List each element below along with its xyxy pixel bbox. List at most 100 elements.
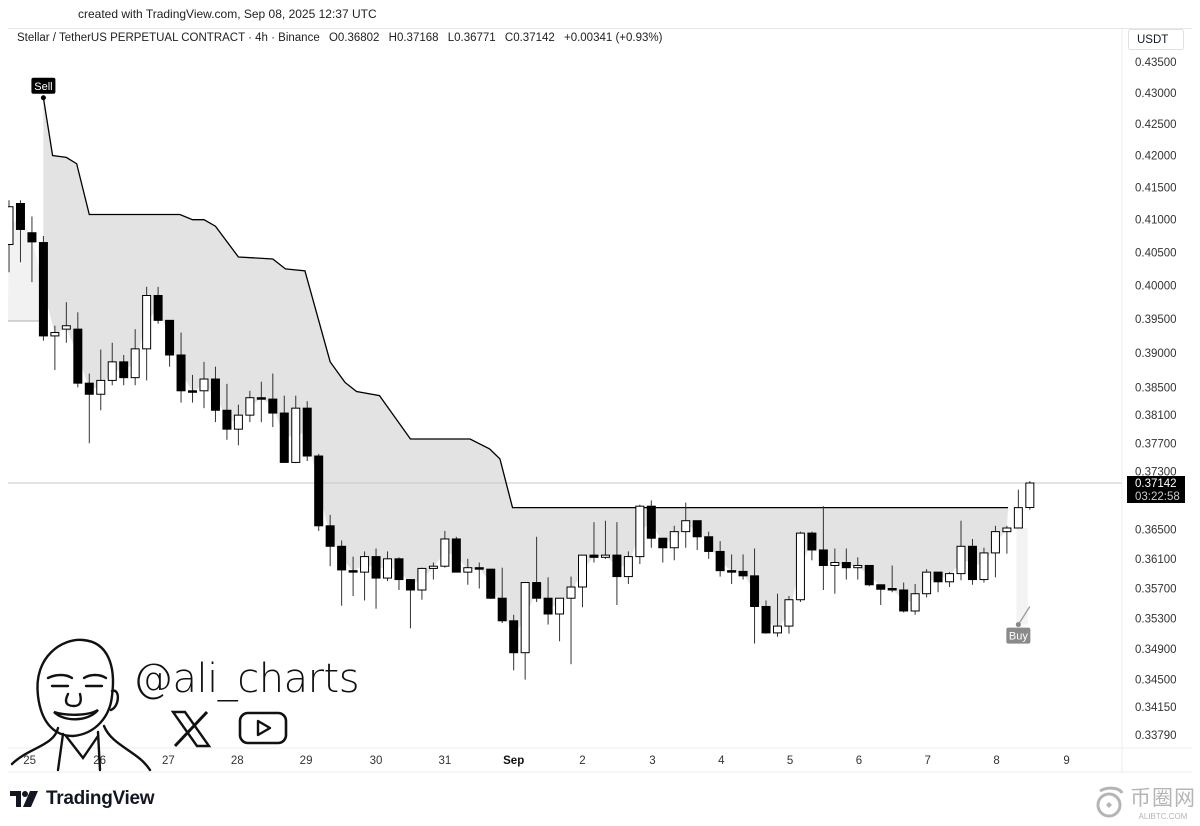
candle[interactable] [566, 576, 576, 665]
candle[interactable] [681, 502, 691, 548]
x-tick-label: 2 [579, 755, 585, 767]
candle[interactable] [497, 567, 507, 624]
candle[interactable] [795, 531, 805, 602]
candle[interactable] [658, 537, 668, 563]
candle[interactable] [841, 548, 851, 580]
candle[interactable] [899, 582, 909, 613]
candle[interactable] [864, 564, 874, 587]
candle[interactable] [555, 597, 565, 642]
candle[interactable] [394, 557, 404, 590]
candle[interactable] [876, 584, 886, 605]
candle[interactable] [956, 520, 966, 581]
candle[interactable] [337, 540, 347, 606]
candle[interactable] [61, 302, 71, 343]
candle[interactable] [807, 531, 817, 561]
plot-area[interactable] [5, 97, 1122, 680]
candle[interactable] [750, 548, 760, 644]
candle[interactable] [15, 200, 25, 263]
candle[interactable] [383, 551, 393, 582]
candle[interactable] [635, 504, 645, 564]
currency-button[interactable]: USDT [1128, 29, 1184, 50]
candle[interactable] [233, 404, 243, 446]
candle[interactable] [853, 557, 863, 580]
candle[interactable] [692, 520, 702, 550]
candle[interactable] [922, 569, 932, 598]
candle[interactable] [715, 541, 725, 577]
buy-signal-badge[interactable] [1006, 627, 1031, 644]
candle[interactable] [772, 593, 782, 637]
candle[interactable] [945, 572, 955, 588]
candle[interactable] [142, 286, 152, 381]
candle[interactable] [165, 319, 175, 367]
candle[interactable] [543, 577, 553, 625]
candle[interactable] [268, 373, 278, 428]
candle[interactable] [27, 216, 37, 283]
candle[interactable] [451, 536, 461, 573]
candle[interactable] [646, 500, 656, 548]
candle[interactable] [84, 373, 94, 444]
candle[interactable] [887, 565, 897, 593]
candle[interactable] [589, 522, 599, 563]
candle[interactable] [279, 395, 289, 463]
y-tick-label: 0.42500 [1135, 119, 1177, 131]
candle[interactable] [1025, 481, 1035, 510]
candle[interactable] [210, 366, 220, 423]
candle[interactable] [176, 332, 186, 403]
candle[interactable] [1013, 489, 1023, 529]
candle[interactable] [933, 571, 943, 593]
candle[interactable] [96, 349, 106, 411]
candle[interactable] [360, 551, 370, 601]
candle[interactable] [256, 381, 266, 423]
candle[interactable] [738, 554, 748, 580]
candle[interactable] [325, 514, 335, 567]
candle[interactable] [704, 531, 714, 559]
candle[interactable] [474, 562, 484, 589]
candle[interactable] [417, 567, 427, 600]
candle[interactable] [979, 547, 989, 583]
candle[interactable] [371, 548, 381, 609]
candle[interactable] [830, 548, 840, 594]
candle[interactable] [199, 361, 209, 409]
candle[interactable] [727, 554, 737, 585]
candle[interactable] [509, 614, 519, 671]
candle[interactable] [245, 390, 255, 423]
candle[interactable] [463, 558, 473, 585]
candle[interactable] [600, 520, 610, 559]
candle[interactable] [990, 525, 1000, 578]
candle[interactable] [405, 579, 415, 629]
candle[interactable] [761, 600, 771, 634]
candle[interactable] [130, 329, 140, 386]
candle[interactable] [910, 584, 920, 615]
candle[interactable] [348, 556, 358, 596]
candle[interactable] [107, 342, 117, 386]
candle[interactable] [119, 354, 129, 386]
candle[interactable] [520, 582, 530, 680]
candle[interactable] [532, 536, 542, 602]
candle[interactable] [428, 562, 438, 580]
candle[interactable] [5, 200, 14, 273]
candle[interactable] [1002, 525, 1012, 554]
y-tick-label: 0.35700 [1135, 583, 1177, 595]
candle[interactable] [486, 568, 496, 599]
candle[interactable] [623, 551, 633, 585]
candle[interactable] [302, 401, 312, 461]
candle[interactable] [73, 312, 83, 388]
candle[interactable] [38, 235, 48, 341]
symbol-title[interactable]: Stellar / TetherUS PERPETUAL CONTRACT · … [17, 32, 320, 44]
candle[interactable] [612, 522, 622, 605]
candle[interactable] [967, 538, 977, 585]
candle[interactable] [50, 325, 60, 371]
candle[interactable] [314, 453, 324, 531]
candle[interactable] [153, 286, 163, 324]
sell-signal-badge[interactable] [31, 77, 56, 94]
candle[interactable] [578, 554, 587, 608]
candle[interactable] [784, 595, 794, 634]
candle[interactable] [818, 506, 828, 590]
candle[interactable] [188, 374, 198, 403]
candle[interactable] [222, 383, 232, 440]
candle[interactable] [440, 530, 450, 568]
tradingview-logo[interactable]: TradingView [10, 788, 155, 810]
candle[interactable] [291, 395, 301, 464]
candle[interactable] [669, 525, 679, 561]
